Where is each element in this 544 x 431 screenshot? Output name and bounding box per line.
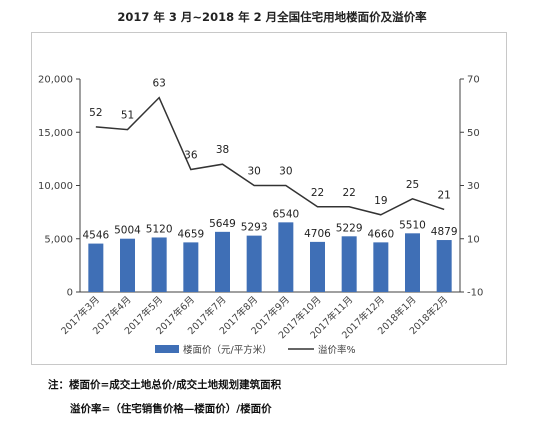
line-data-label: 30	[279, 166, 292, 178]
chart-title: 2017 年 3 月~2018 年 2 月全国住宅用地楼面价及溢价率	[117, 10, 427, 24]
y-right-tick-label: -10	[467, 288, 483, 299]
legend-label-floor-price: 楼面价（元/平方米）	[183, 344, 272, 356]
bar-floor-price	[120, 238, 135, 292]
y-left-tick-label: 0	[67, 288, 73, 299]
bar-data-label: 5004	[114, 225, 141, 237]
line-data-label: 51	[121, 110, 134, 122]
y-left-tick-label: 10,000	[38, 181, 73, 192]
bar-data-label: 5649	[209, 218, 236, 230]
line-data-label: 22	[311, 187, 324, 199]
line-data-label: 63	[152, 78, 165, 90]
bar-data-label: 4546	[82, 230, 109, 242]
y-left-tick-label: 20,000	[38, 75, 73, 86]
bar-data-label: 4879	[431, 226, 458, 238]
bar-floor-price	[310, 241, 325, 292]
bar-data-label: 5510	[399, 219, 426, 231]
note-floor-price-formula: 注：楼面价=成交土地总价/成交土地规划建筑面积	[48, 379, 282, 391]
line-data-label: 36	[184, 150, 198, 162]
bar-data-label: 5120	[146, 223, 173, 235]
bar-data-label: 4660	[367, 228, 394, 240]
line-data-label: 19	[374, 195, 387, 207]
bar-floor-price	[183, 242, 199, 292]
y-right-tick-label: 50	[467, 128, 480, 139]
bar-data-label: 5293	[241, 222, 268, 234]
line-premium-rate	[95, 96, 445, 216]
bar-data-label: 5229	[336, 222, 363, 234]
bar-floor-price	[215, 231, 230, 292]
line-data-label: 52	[89, 107, 102, 119]
y-left-tick-label: 5,000	[44, 234, 73, 245]
line-data-label: 22	[342, 187, 355, 199]
y-right-tick-label: 10	[467, 234, 480, 245]
line-data-label: 25	[406, 179, 419, 191]
line-data-label: 38	[216, 144, 229, 156]
legend-label-premium-rate: 溢价率%	[318, 344, 356, 356]
y-left-tick-label: 15,000	[38, 128, 73, 139]
bar-data-label: 4659	[177, 228, 204, 240]
bar-floor-price	[405, 233, 420, 292]
chart-frame	[31, 32, 507, 365]
legend-swatch-floor-price	[155, 345, 179, 353]
note-premium-rate-formula: 溢价率=（住宅销售价格—楼面价）/楼面价	[70, 403, 272, 415]
y-right-tick-label: 30	[467, 181, 480, 192]
bar-floor-price	[278, 222, 294, 292]
bar-floor-price	[436, 240, 452, 292]
bar-data-label: 6540	[272, 208, 299, 220]
bar-floor-price	[151, 237, 167, 292]
line-data-label: 30	[247, 166, 260, 178]
bar-floor-price	[341, 236, 357, 292]
bar-floor-price	[373, 242, 389, 292]
bar-data-label: 4706	[304, 228, 331, 240]
bar-floor-price	[88, 243, 104, 292]
y-right-tick-label: 70	[467, 75, 480, 86]
line-data-label: 21	[437, 189, 450, 201]
bar-floor-price	[246, 235, 262, 292]
